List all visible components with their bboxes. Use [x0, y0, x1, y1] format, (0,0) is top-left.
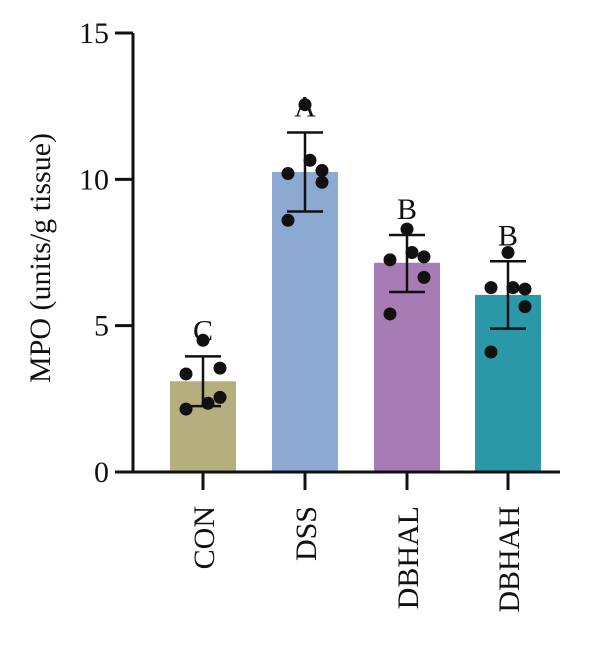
data-point-dss — [315, 175, 329, 189]
data-point-dbhal — [383, 307, 397, 321]
y-tick-label: 0 — [94, 456, 109, 489]
significance-label-dbhal: B — [397, 193, 417, 226]
x-tick-label-dss: DSS — [290, 506, 323, 561]
bar-dss — [272, 172, 338, 472]
data-point-dbhal — [383, 253, 397, 267]
data-point-dbhah — [518, 282, 532, 296]
data-point-dbhah — [484, 281, 498, 295]
bar-dbhal — [374, 262, 440, 472]
data-point-dbhah — [484, 345, 498, 359]
data-point-dss — [281, 213, 295, 227]
data-point-con — [196, 333, 210, 347]
data-point-dbhal — [417, 270, 431, 284]
data-point-con — [213, 390, 227, 404]
y-tick-label: 10 — [79, 163, 109, 196]
data-point-dss — [298, 98, 312, 112]
data-point-dbhal — [400, 222, 414, 236]
y-axis-title: MPO (units/g tissue) — [24, 133, 57, 383]
y-tick-label: 5 — [94, 310, 109, 343]
x-tick-label-dbhal: DBHAL — [392, 506, 425, 609]
labels-layer: C CON A DSS B DBHAL B DBHAH 0 5 10 15 — [79, 17, 526, 613]
data-point-dbhah — [518, 300, 532, 314]
significance-label-dss: A — [294, 91, 316, 124]
x-tick-label-dbhah: DBHAH — [493, 506, 526, 613]
data-point-dbhal — [417, 250, 431, 264]
data-point-con — [179, 402, 193, 416]
data-point-dss — [281, 166, 295, 180]
y-tick-label: 15 — [79, 17, 109, 50]
axes-layer — [115, 31, 560, 490]
data-point-dss — [315, 164, 329, 178]
significance-label-con: C — [193, 314, 213, 347]
significance-label-dbhah: B — [498, 219, 518, 252]
data-point-dbhah — [501, 246, 515, 259]
bars-layer — [170, 172, 541, 472]
data-point-con — [201, 396, 215, 410]
data-point-con — [179, 367, 193, 381]
data-point-dss — [303, 153, 317, 167]
error-bars-layer — [185, 131, 526, 408]
data-point-dbhah — [506, 281, 520, 295]
x-tick-label-con: CON — [188, 506, 221, 569]
data-point-con — [213, 361, 227, 375]
points-layer — [179, 98, 532, 416]
data-point-dbhal — [405, 246, 419, 259]
